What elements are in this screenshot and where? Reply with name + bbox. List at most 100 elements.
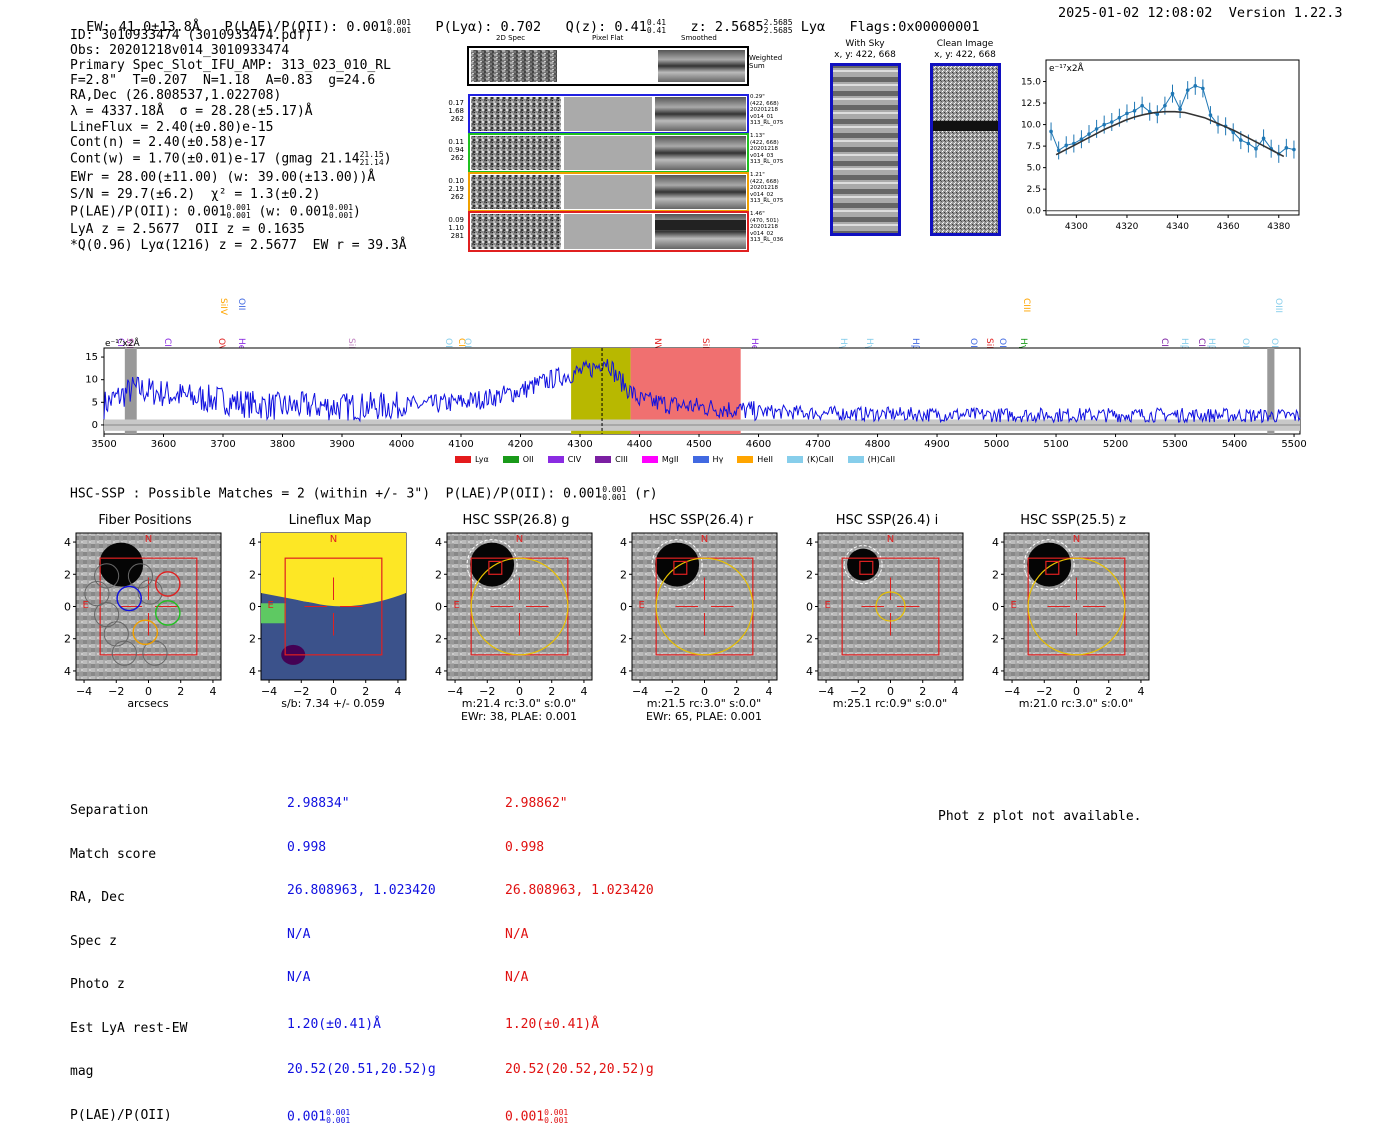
line-label-text: Hβ (1179, 338, 1189, 348)
clean-image-title: Clean Image (936, 39, 994, 49)
line-label: SiIV (984, 338, 994, 348)
hsc-xtick-label: −4 (632, 685, 648, 698)
info-lya-z: LyA z = 2.5677 OII z = 0.1635 (70, 222, 305, 237)
cutout-row-2 (468, 133, 749, 173)
search-box (841, 557, 940, 656)
north-label: N (1073, 534, 1080, 545)
east-label: E (825, 600, 831, 611)
photz-note: Phot z plot not available. (938, 809, 1142, 824)
spectrum-xtick-label: 4000 (389, 439, 414, 450)
cutout-row-stats-4: 0.09 1.10 281 (448, 216, 464, 240)
line-label: OIII (1269, 338, 1279, 348)
hsc-panel-3: N E 4 2 0 −2 −4 −4 −2 0 2 4 (434, 532, 593, 698)
line-label: CIV (115, 338, 125, 348)
info-sn: S/N = 29.7(±6.2) χ² = 1.3(±0.2) (70, 187, 321, 202)
hsc-ytick-label: 0 (435, 601, 442, 614)
m1-plae: 0.001 0.001 0.001 (287, 1107, 351, 1125)
sky-clean-images (830, 63, 1001, 236)
zoom-xtick-label: 4300 (1065, 222, 1088, 232)
legend-item: MgII (641, 455, 679, 464)
hsc-xtick-label: 0 (1073, 685, 1080, 698)
hsc-ytick-label: 4 (64, 536, 71, 549)
hsc-xtick-label: −4 (1004, 685, 1020, 698)
hsc-panel-title-4: HSC SSP(26.4) r (648, 513, 754, 528)
hsc-panel-caption-4: m:21.5 rc:3.0" s:0.0" EWr: 65, PLAE: 0.00… (645, 697, 763, 723)
cutout-row-note-3: 1.21" (422, 668) 20201218 v014_02 313_RL… (750, 172, 784, 205)
line-label-text: OVI (216, 338, 226, 348)
header-ew: EW: 41.0±13.8Å (86, 19, 201, 35)
spectrum-xtick-label: 4600 (746, 439, 771, 450)
info-fiber: F=2.8" T=0.207 N=1.18 A=0.83 g=24.6 (70, 73, 376, 88)
legend-swatch (737, 456, 754, 463)
hsc-ytick-label: 4 (249, 536, 256, 549)
spectrum-xtick-label: 3500 (91, 439, 116, 450)
spectrum-ylabel: e⁻¹⁷x2Å (105, 337, 141, 349)
header-datetime-block: 2025-01-02 12:08:02 Version 1.22.3 (1058, 5, 1343, 21)
spectrum-legend: Lyα OII CIV CIII MgII Hγ HeII (K)CaII (H)CaII (455, 447, 909, 466)
zoom-xtick-label: 4320 (1116, 222, 1139, 232)
label-match-score: Match score (70, 846, 157, 862)
spectrum-xtick-label: 5300 (1162, 439, 1187, 450)
hsc-xtick-label: 2 (919, 685, 926, 698)
line-label: OIII (1273, 298, 1283, 313)
info-plae: P(LAE)/P(OII): 0.001 0.001 0.001 (w: 0.001… (70, 203, 361, 220)
spectrum-xtick-label: 3900 (329, 439, 354, 450)
line-label: OVI (216, 338, 226, 348)
header-z-line: Lyα (800, 19, 826, 35)
hsc-xtick-label: −2 (850, 685, 866, 698)
zoom-point (1292, 147, 1296, 152)
match-aperture (470, 557, 569, 656)
line-label: OIII (997, 338, 1007, 348)
hsc-xtick-label: 2 (548, 685, 555, 698)
line-label-text: Hγ (838, 338, 848, 348)
spectrum-xtick-label: 5200 (1103, 439, 1128, 450)
fiber-circle-highlight (155, 600, 181, 626)
hsc-xtick-label: 4 (951, 685, 958, 698)
line-label-text: HeII (749, 338, 759, 348)
m2-spec-z: N/A (505, 926, 529, 942)
info-spec-slot: Primary Spec_Slot_IFU_AMP: 313_023_010_R… (70, 58, 391, 73)
hsc-xtick-label: 0 (145, 685, 152, 698)
hsc-panel-title-2: Lineflux Map (288, 513, 372, 528)
match-marker (673, 560, 688, 575)
cutout-row-4 (468, 211, 749, 252)
hsc-panel-title-1: Fiber Positions (98, 513, 192, 528)
spectrum-xtick-label: 4100 (448, 439, 473, 450)
legend-swatch (502, 456, 519, 463)
line-label-text: OIII (968, 338, 978, 348)
line-label-text: CIII (1021, 298, 1031, 312)
label-photo-z: Photo z (70, 977, 125, 992)
hsc-ytick-label: 2 (435, 568, 442, 581)
east-label: E (268, 600, 274, 611)
m1-photo-z: N/A (287, 970, 311, 985)
legend-item: CIII (595, 455, 628, 464)
m1-separation: 2.98834" (287, 796, 350, 811)
spectrum-xtick-label: 4200 (508, 439, 533, 450)
line-label: Hβ (1179, 338, 1189, 348)
zoom-chart-ylabel: e⁻¹⁷x2Å (1049, 62, 1085, 74)
source-aperture (651, 539, 703, 591)
cutout-panel (467, 46, 749, 252)
line-label: Hγ (1018, 338, 1028, 348)
m1-mag: 20.52(20.51,20.52)g (287, 1062, 436, 1077)
m2-photo-z: N/A (505, 970, 529, 985)
legend-swatch (692, 456, 709, 463)
line-label: OII (236, 298, 246, 310)
hsc-xtick-label: 4 (394, 685, 401, 698)
hsc-ytick-label: −4 (63, 665, 71, 678)
line-label-text: CIV (115, 338, 125, 348)
hsc-panel-5: N E 4 2 0 −2 −4 −4 −2 0 2 4 (805, 532, 964, 698)
match-marker (1045, 560, 1060, 575)
zoom-ytick-label: 5.0 (1027, 164, 1042, 174)
hsc-ytick-label: 0 (64, 601, 71, 614)
legend-swatch (847, 456, 864, 463)
hsc-xtick-label: 2 (733, 685, 740, 698)
spectrum-xtick-label: 3700 (210, 439, 235, 450)
hsc-panel-caption-1: arcsecs (127, 697, 169, 710)
legend-label: HeII (757, 455, 773, 464)
legend-label: Lyα (475, 455, 489, 464)
match-marker (488, 560, 503, 575)
m2-radec: 26.808963, 1.023420 (505, 883, 654, 898)
hsc-panel-caption-6: m:21.0 rc:3.0" s:0.0" (1018, 697, 1134, 710)
cutout-row-1 (468, 94, 749, 134)
